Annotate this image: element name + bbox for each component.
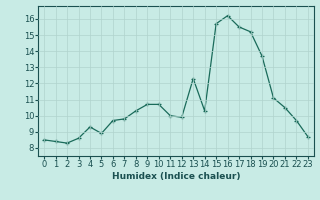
X-axis label: Humidex (Indice chaleur): Humidex (Indice chaleur) (112, 172, 240, 181)
